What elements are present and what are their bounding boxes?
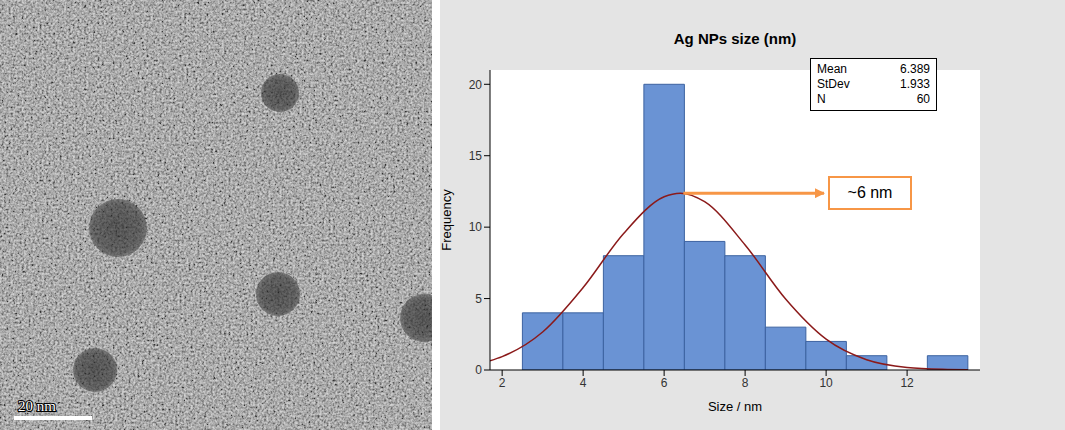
svg-text:2: 2 bbox=[499, 376, 506, 390]
html-text:StDev: StDev bbox=[817, 77, 850, 91]
svg-text:10: 10 bbox=[819, 376, 833, 390]
svg-text:12: 12 bbox=[900, 376, 914, 390]
svg-text:Size / nm: Size / nm bbox=[708, 399, 762, 414]
html-text:~6 nm: ~6 nm bbox=[847, 184, 893, 202]
html-text:6.389: 6.389 bbox=[900, 62, 930, 76]
svg-text:8: 8 bbox=[742, 376, 749, 390]
svg-text:0: 0 bbox=[475, 363, 482, 377]
html-text:Ag NPs size (nm): Ag NPs size (nm) bbox=[673, 30, 797, 47]
svg-text:20: 20 bbox=[469, 78, 483, 92]
html-text:N: N bbox=[817, 92, 826, 106]
svg-text:20 nm: 20 nm bbox=[18, 398, 56, 414]
html-text:60: 60 bbox=[916, 92, 930, 106]
html-text:1.933: 1.933 bbox=[900, 77, 930, 91]
svg-text:6: 6 bbox=[661, 376, 668, 390]
svg-text:4: 4 bbox=[580, 376, 587, 390]
svg-text:10: 10 bbox=[469, 220, 483, 234]
svg-text:15: 15 bbox=[469, 149, 483, 163]
svg-text:5: 5 bbox=[475, 292, 482, 306]
html-text:Mean: Mean bbox=[817, 62, 847, 76]
svg-text:Frequency: Frequency bbox=[440, 189, 454, 251]
